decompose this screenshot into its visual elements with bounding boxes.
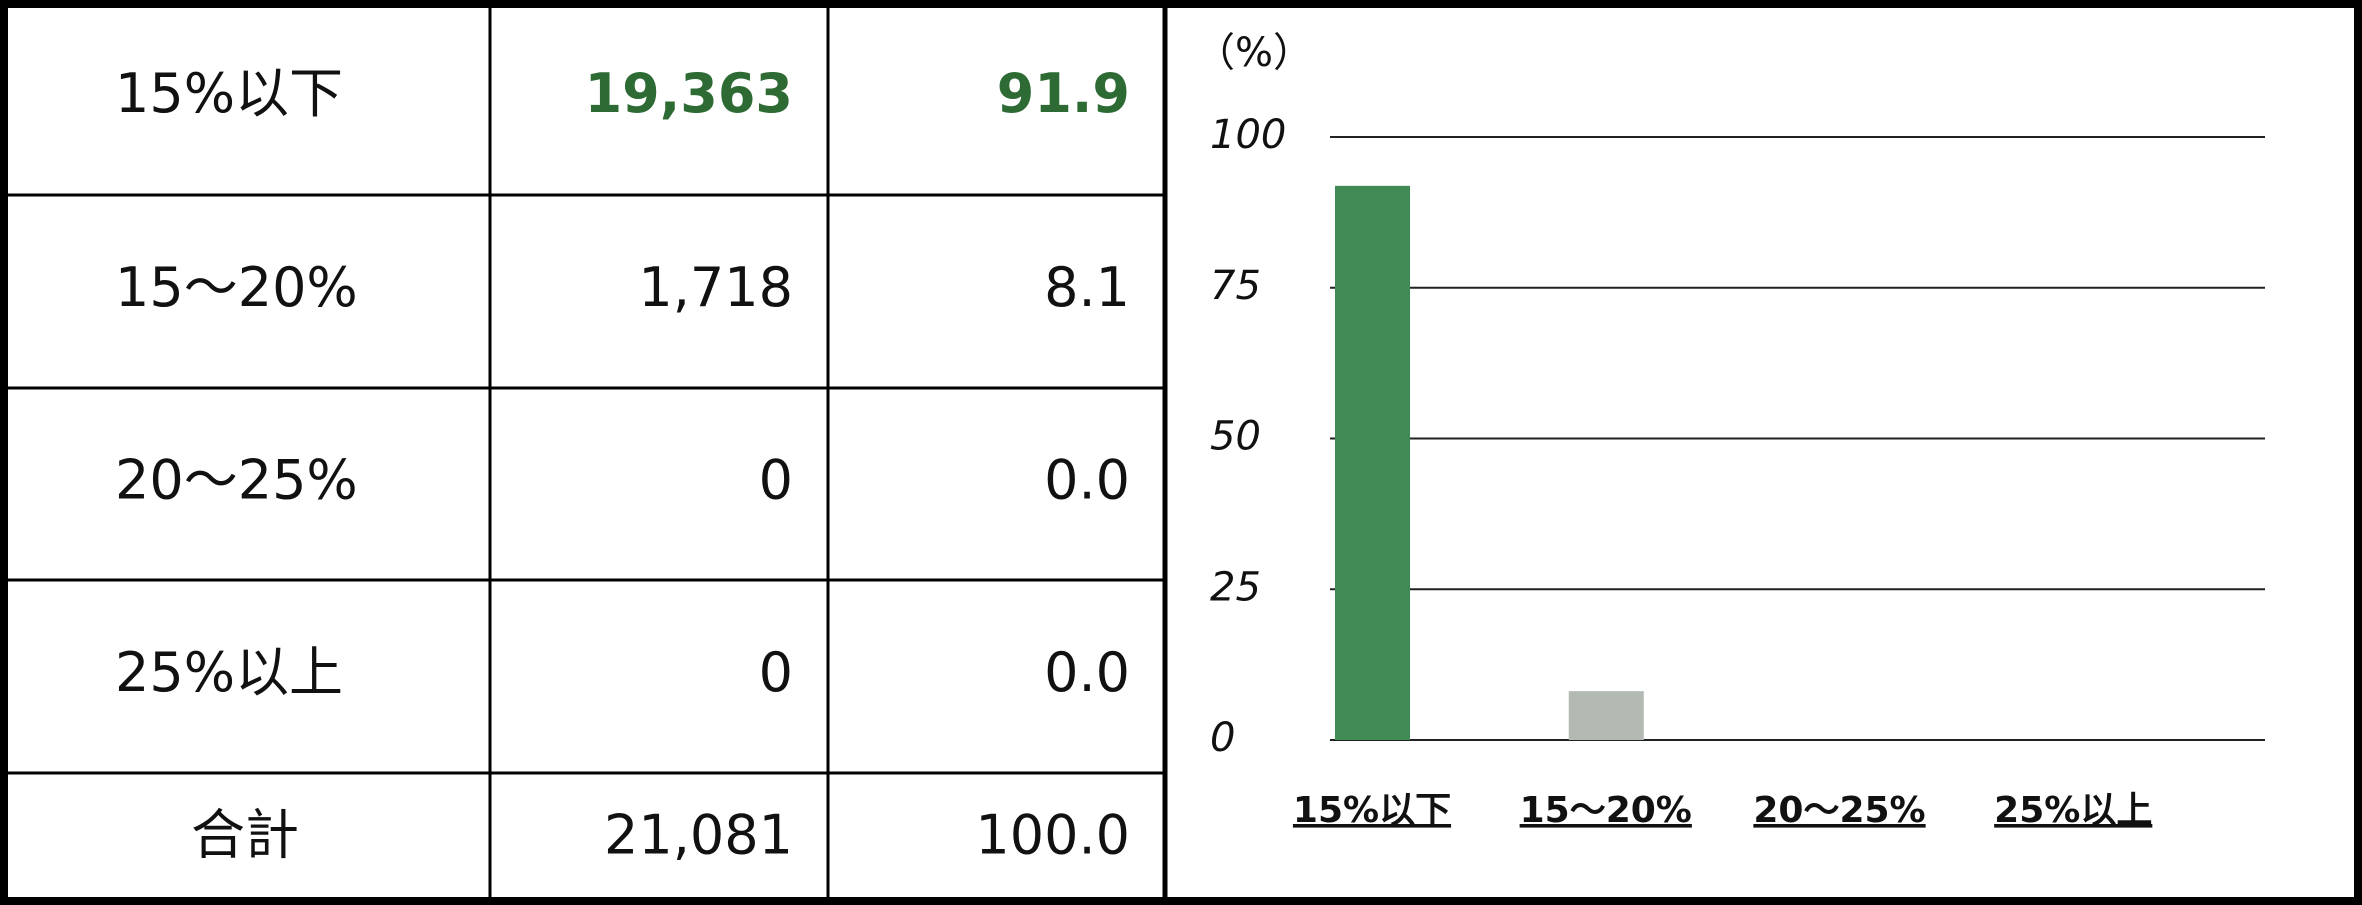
table-cell: 15～20% <box>115 256 358 319</box>
table-cell: 8.1 <box>1044 256 1130 319</box>
y-tick-label: 100 <box>1210 112 1286 158</box>
table-cell: 21,081 <box>604 804 793 867</box>
table-cell: 合計 <box>191 804 299 867</box>
y-tick-label: 0 <box>1210 715 1235 761</box>
x-tick-label: 15～20% <box>1520 790 1692 831</box>
x-tick-label: 25%以上 <box>1994 790 2152 831</box>
y-axis-label: （%） <box>1195 30 1313 76</box>
table-cell: 15%以下 <box>115 62 343 125</box>
table-cell: 100.0 <box>975 804 1130 867</box>
y-tick-label: 75 <box>1210 263 1261 309</box>
y-tick-label: 25 <box>1210 564 1261 610</box>
table-cell: 19,363 <box>585 62 793 125</box>
x-tick-label: 15%以下 <box>1293 790 1451 831</box>
table-cell: 0 <box>759 641 793 704</box>
bar <box>1568 691 1644 740</box>
table-cell: 91.9 <box>997 62 1130 125</box>
table-cell: 1,718 <box>638 256 793 319</box>
x-tick-label: 20～25% <box>1753 790 1925 831</box>
bar <box>1335 185 1410 740</box>
table-cell: 0 <box>759 449 793 512</box>
table-cell: 0.0 <box>1044 641 1130 704</box>
table-cell: 20～25% <box>115 449 358 512</box>
table-cell: 25%以上 <box>115 641 343 704</box>
table-cell: 0.0 <box>1044 449 1130 512</box>
y-tick-label: 50 <box>1210 414 1261 460</box>
